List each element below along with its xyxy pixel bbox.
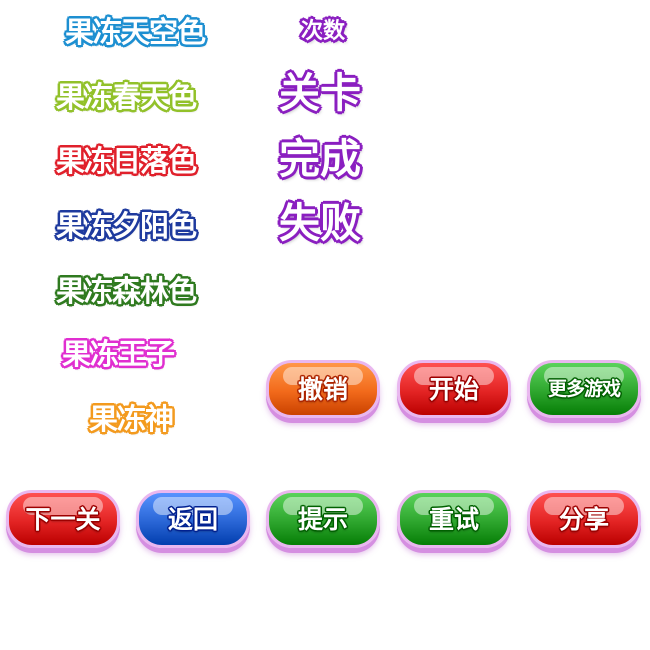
label-dusk-color: 果冻夕阳色 xyxy=(56,209,197,243)
title-count: 次数 xyxy=(301,19,346,44)
retry-button[interactable]: 重试 xyxy=(397,490,511,548)
back-button-label: 返回 xyxy=(167,504,218,534)
share-button[interactable]: 分享 xyxy=(527,490,641,548)
label-forest-color: 果冻森林色 xyxy=(56,274,197,308)
hint-button-label: 提示 xyxy=(297,504,348,534)
hint-button[interactable]: 提示 xyxy=(266,490,380,548)
label-jelly-god: 果冻神 xyxy=(89,402,174,436)
next-level-button-label: 下一关 xyxy=(25,504,101,534)
back-button[interactable]: 返回 xyxy=(136,490,250,548)
start-button-label: 开始 xyxy=(428,374,479,404)
undo-button[interactable]: 撤销 xyxy=(266,360,380,418)
label-spring-color: 果冻春天色 xyxy=(56,80,197,114)
more-games-button[interactable]: 更多游戏 xyxy=(527,360,641,418)
next-level-button[interactable]: 下一关 xyxy=(6,490,120,548)
title-level: 关卡 xyxy=(279,69,361,117)
undo-button-label: 撤销 xyxy=(297,374,348,404)
title-fail: 失败 xyxy=(279,199,361,247)
more-games-button-label: 更多游戏 xyxy=(547,377,621,400)
start-button[interactable]: 开始 xyxy=(397,360,511,418)
label-sunset-color: 果冻日落色 xyxy=(56,144,197,178)
share-button-label: 分享 xyxy=(558,504,609,534)
label-sky-color: 果冻天空色 xyxy=(65,15,206,49)
retry-button-label: 重试 xyxy=(428,504,479,534)
label-jelly-prince: 果冻王子 xyxy=(62,337,175,371)
title-complete: 完成 xyxy=(279,135,361,183)
